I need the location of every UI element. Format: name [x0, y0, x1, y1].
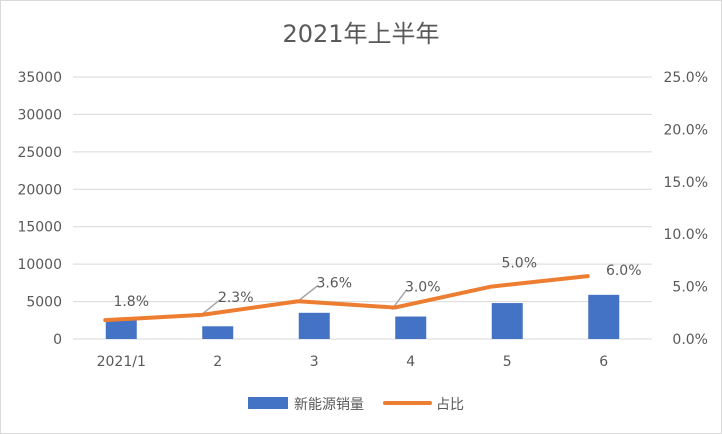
x-axis-tick-label: 2 [213, 354, 222, 370]
x-axis-tick-label: 6 [599, 354, 608, 370]
bar [105, 318, 137, 339]
bar-series [105, 294, 620, 339]
x-axis-tick-label: 4 [406, 354, 415, 370]
line-series-path [103, 274, 590, 323]
x-axis-ticks: 2021/1 2 3 4 5 6 [97, 354, 609, 370]
left-axis-tick-label: 20000 [17, 182, 62, 198]
data-label: 6.0% [606, 263, 642, 279]
bar [202, 326, 234, 339]
bar [491, 303, 523, 339]
x-axis-tick-label: 3 [310, 354, 319, 370]
line-series [103, 274, 590, 323]
right-axis-tick-label: 20.0% [664, 122, 708, 138]
left-axis-tick-label: 5000 [26, 295, 62, 311]
left-axis-tick-label: 25000 [17, 145, 62, 161]
data-label: 1.8% [113, 294, 149, 310]
legend-swatch-bar [248, 397, 288, 409]
left-axis-ticks: 0 5000 10000 15000 20000 25000 30000 35000 [17, 70, 62, 348]
legend: 新能源销量 占比 [248, 397, 464, 413]
data-label: 3.0% [405, 280, 441, 296]
data-label: 2.3% [218, 290, 254, 306]
data-label: 5.0% [501, 256, 537, 272]
chart-title: 2021年上半年 [282, 20, 439, 48]
bar [588, 294, 620, 339]
bar [395, 316, 427, 339]
left-axis-tick-label: 35000 [17, 70, 62, 86]
right-axis-tick-label: 15.0% [664, 175, 708, 191]
legend-label-bar: 新能源销量 [294, 397, 364, 413]
right-axis-tick-label: 25.0% [664, 70, 708, 86]
left-axis-tick-label: 0 [53, 332, 62, 348]
right-axis-ticks: 0.0% 5.0% 10.0% 15.0% 20.0% 25.0% [664, 70, 708, 348]
bar [298, 312, 330, 339]
left-axis-tick-label: 15000 [17, 220, 62, 236]
x-axis-tick-label: 2021/1 [97, 354, 146, 370]
right-axis-tick-label: 5.0% [672, 280, 708, 296]
right-axis-tick-label: 10.0% [664, 227, 708, 243]
x-axis-tick-label: 5 [503, 354, 512, 370]
legend-label-line: 占比 [436, 397, 464, 413]
left-axis-tick-label: 30000 [17, 107, 62, 123]
right-axis-tick-label: 0.0% [672, 332, 708, 348]
data-label: 3.6% [316, 275, 352, 291]
left-axis-tick-label: 10000 [17, 257, 62, 273]
data-labels: 1.8% 2.3% 3.6% 3.0% 5.0% 6.0% [113, 256, 641, 311]
gridlines [73, 76, 652, 340]
